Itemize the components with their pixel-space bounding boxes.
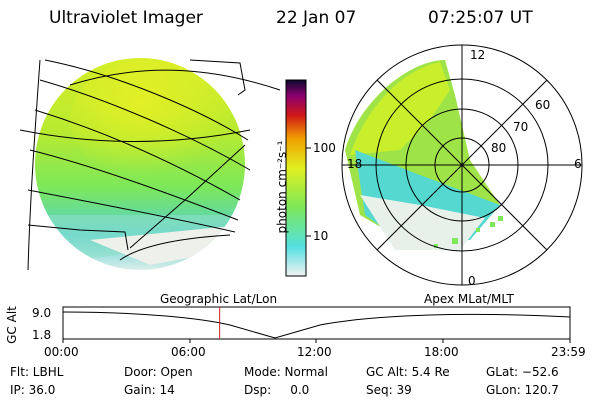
info-ip: IP: 36.0 <box>10 383 56 397</box>
mlt-label-12: 12 <box>470 48 486 62</box>
apex-panel-label: Apex MLat/MLT <box>424 292 514 306</box>
timeline-y-tick-top: 9.0 <box>32 306 52 320</box>
timeline-x-tick-0000: 00:00 <box>44 345 79 359</box>
info-dsp: Dsp: 0.0 <box>244 383 310 397</box>
info-gc-alt: GC Alt: 5.4 Re <box>366 365 450 379</box>
geographic-panel-label: Geographic Lat/Lon <box>160 292 278 306</box>
colorbar-tick-10: 10 <box>313 229 329 243</box>
mlt-label-6: 6 <box>574 157 582 171</box>
time-label: 07:25:07 UT <box>428 8 533 28</box>
date-label: 22 Jan 07 <box>276 8 357 28</box>
lat-label-80: 80 <box>491 141 507 155</box>
lat-label-60: 60 <box>535 98 551 112</box>
timeline-x-tick-0600: 06:00 <box>171 345 206 359</box>
info-glon: GLon: 120.7 <box>486 383 559 397</box>
info-filter: Flt: LBHL <box>10 365 64 379</box>
mlt-label-0: 0 <box>468 274 476 288</box>
timeline-y-tick-bottom: 1.8 <box>32 328 52 342</box>
instrument-title: Ultraviolet Imager <box>49 8 203 28</box>
info-gain: Gain: 14 <box>124 383 175 397</box>
timeline-x-tick-1800: 18:00 <box>424 345 459 359</box>
colorbar-tick-100: 100 <box>313 141 336 155</box>
info-seq: Seq: 39 <box>366 383 412 397</box>
lat-label-70: 70 <box>513 120 529 134</box>
info-door: Door: Open <box>124 365 193 379</box>
timeline-x-tick-2359: 23:59 <box>551 345 586 359</box>
info-mode: Mode: Normal <box>244 365 328 379</box>
mlt-label-18: 18 <box>347 157 363 171</box>
info-glat: GLat: −52.6 <box>486 365 559 379</box>
timeline-x-tick-1200: 12:00 <box>297 345 332 359</box>
